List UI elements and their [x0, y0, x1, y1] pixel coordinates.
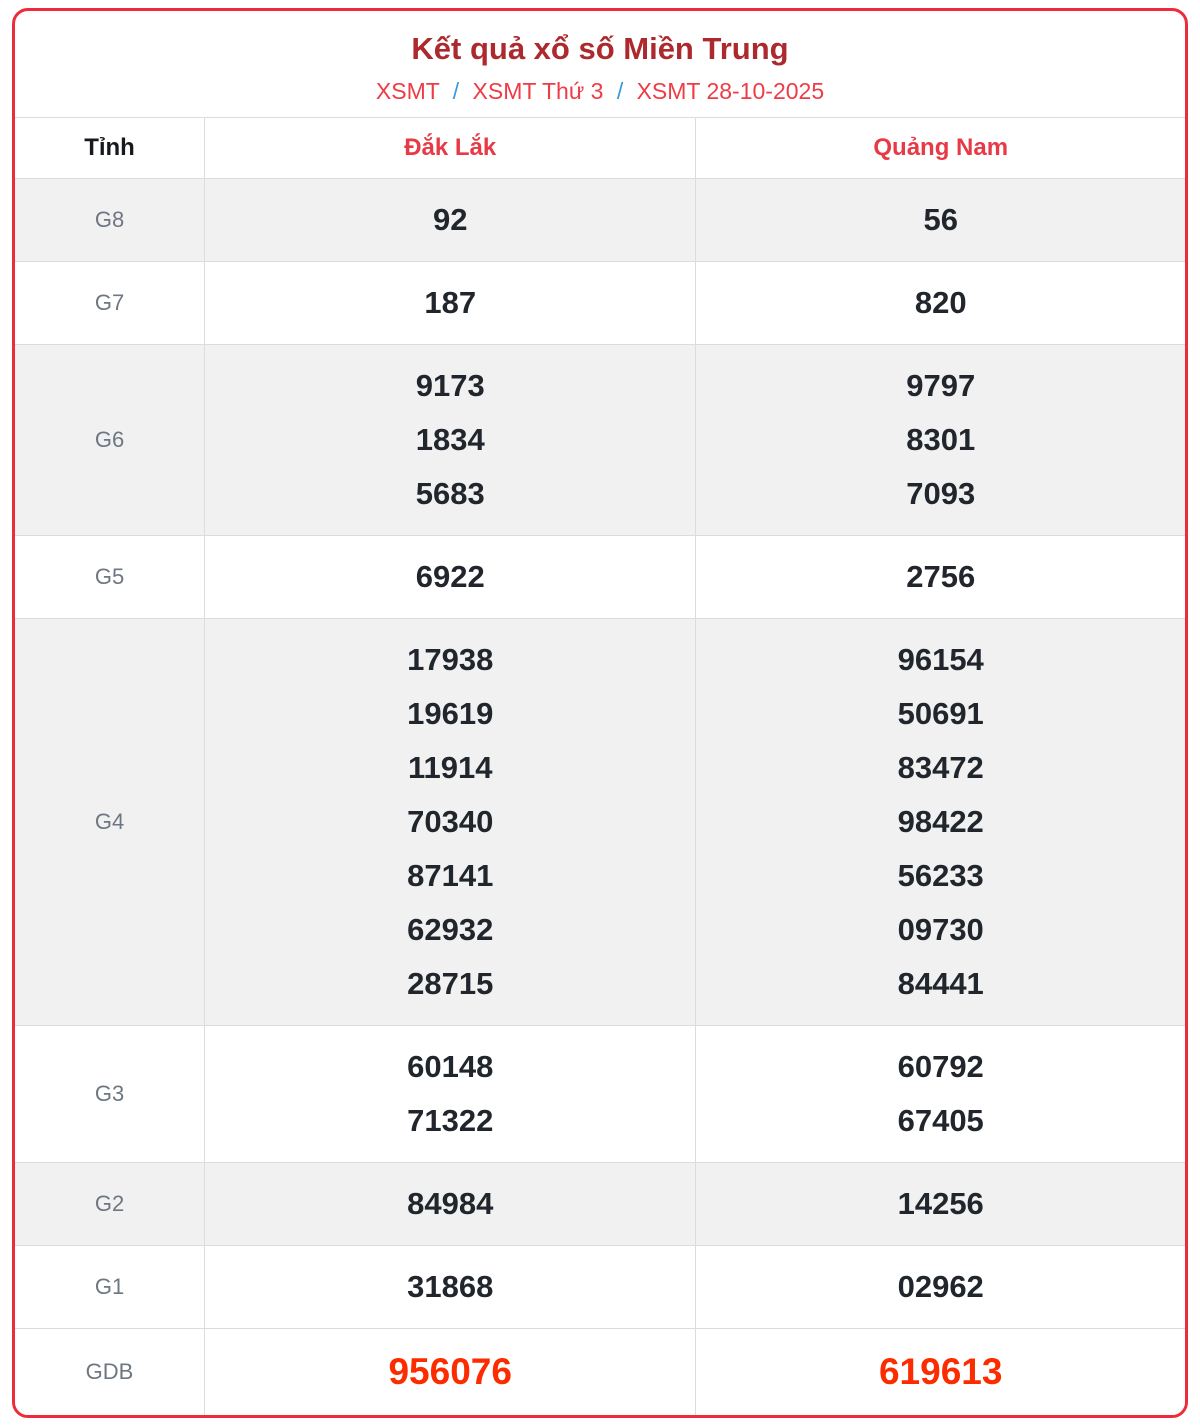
prize-number: 8301	[906, 421, 976, 457]
column-header-province: Tỉnh	[15, 118, 206, 179]
breadcrumb: XSMT / XSMT Thứ 3 / XSMT 28-10-2025	[25, 77, 1175, 105]
prize-numbers-cell: 96154 50691 83472 98422 56233 09730 84441	[695, 617, 1185, 1026]
prize-numbers-cell: 619613	[695, 1327, 1185, 1415]
card-header: Kết quả xổ số Miền Trung XSMT / XSMT Thứ…	[15, 11, 1185, 118]
results-table-body: G8 92 56 G7 187 820 G6 9173 1834 5683 9797 8301 7093…	[15, 177, 1185, 1415]
prize-number: 9797	[906, 367, 976, 403]
prize-number: 67405	[897, 1102, 984, 1138]
prize-numbers-cell: 60792 67405	[695, 1024, 1185, 1163]
page-title: Kết quả xổ số Miền Trung	[411, 31, 789, 66]
prize-label: G5	[15, 534, 206, 619]
prize-number: 31868	[407, 1268, 494, 1304]
prize-number: 820	[914, 284, 967, 320]
prize-number: 60148	[407, 1048, 494, 1084]
prize-numbers-cell: 17938 19619 11914 70340 87141 62932 28715	[204, 617, 697, 1026]
prize-number: 02962	[897, 1268, 984, 1304]
prize-number: 56233	[897, 857, 984, 893]
prize-number: 1834	[415, 421, 485, 457]
prize-number: 2756	[906, 558, 976, 594]
breadcrumb-separator: /	[616, 78, 624, 104]
prize-number: 70340	[407, 803, 494, 839]
prize-label: GDB	[15, 1327, 206, 1415]
table-header-row: Tỉnh Đắk Lắk Quảng Nam	[15, 118, 1185, 179]
prize-row-g8: G8 92 56	[15, 177, 1185, 262]
prize-number: 14256	[897, 1185, 984, 1221]
prize-row-gdb: GDB 956076 619613	[15, 1327, 1185, 1415]
prize-numbers-cell: 56	[695, 177, 1185, 262]
prize-number: 84441	[897, 965, 984, 1001]
lottery-results-card: Kết quả xổ số Miền Trung XSMT / XSMT Thứ…	[12, 8, 1188, 1418]
prize-row-g3: G3 60148 71322 60792 67405	[15, 1024, 1185, 1163]
prize-number: 19619	[407, 695, 494, 731]
prize-number: 56	[923, 201, 958, 237]
prize-number: 98422	[897, 803, 984, 839]
prize-number: 83472	[897, 749, 984, 785]
prize-numbers-cell: 6922	[204, 534, 697, 619]
prize-number: 84984	[407, 1185, 494, 1221]
prize-label: G6	[15, 343, 206, 536]
prize-number: 87141	[407, 857, 494, 893]
prize-row-g1: G1 31868 02962	[15, 1244, 1185, 1329]
prize-number: 619613	[878, 1350, 1003, 1392]
prize-number: 28715	[407, 965, 494, 1001]
column-header-quang-nam[interactable]: Quảng Nam	[695, 118, 1185, 179]
prize-numbers-cell: 956076	[204, 1327, 697, 1415]
prize-row-g6: G6 9173 1834 5683 9797 8301 7093	[15, 343, 1185, 536]
prize-number: 50691	[897, 695, 984, 731]
prize-number: 6922	[415, 558, 485, 594]
prize-number: 9173	[415, 367, 485, 403]
prize-numbers-cell: 820	[695, 260, 1185, 345]
breadcrumb-separator: /	[452, 78, 460, 104]
prize-numbers-cell: 31868	[204, 1244, 697, 1329]
prize-row-g2: G2 84984 14256	[15, 1161, 1185, 1246]
prize-row-g7: G7 187 820	[15, 260, 1185, 345]
column-header-dak-lak[interactable]: Đắk Lắk	[204, 118, 697, 179]
prize-numbers-cell: 60148 71322	[204, 1024, 697, 1163]
prize-number: 17938	[407, 641, 494, 677]
prize-number: 60792	[897, 1048, 984, 1084]
prize-number: 71322	[407, 1102, 494, 1138]
prize-row-g5: G5 6922 2756	[15, 534, 1185, 619]
prize-numbers-cell: 2756	[695, 534, 1185, 619]
prize-numbers-cell: 84984	[204, 1161, 697, 1246]
prize-label: G7	[15, 260, 206, 345]
results-table: Tỉnh Đắk Lắk Quảng Nam G8 92 56 G7 187 820 G6 9…	[15, 118, 1185, 1415]
prize-numbers-cell: 92	[204, 177, 697, 262]
breadcrumb-link-xsmt[interactable]: XSMT	[375, 78, 440, 104]
prize-label: G2	[15, 1161, 206, 1246]
prize-number: 7093	[906, 475, 976, 511]
prize-label: G1	[15, 1244, 206, 1329]
prize-number: 96154	[897, 641, 984, 677]
prize-numbers-cell: 02962	[695, 1244, 1185, 1329]
prize-number: 956076	[388, 1350, 512, 1392]
prize-numbers-cell: 14256	[695, 1161, 1185, 1246]
prize-numbers-cell: 9797 8301 7093	[695, 343, 1185, 536]
prize-number: 187	[424, 284, 477, 320]
prize-row-g4: G4 17938 19619 11914 70340 87141 62932 28715 961…	[15, 617, 1185, 1026]
prize-label: G8	[15, 177, 206, 262]
prize-label: G3	[15, 1024, 206, 1163]
prize-label: G4	[15, 617, 206, 1026]
prize-numbers-cell: 9173 1834 5683	[204, 343, 697, 536]
prize-number: 09730	[897, 911, 984, 947]
prize-number: 92	[432, 201, 468, 237]
prize-number: 5683	[415, 475, 485, 511]
breadcrumb-link-xsmt-date[interactable]: XSMT 28-10-2025	[636, 78, 825, 104]
breadcrumb-link-xsmt-weekday[interactable]: XSMT Thứ 3	[472, 78, 604, 104]
prize-number: 11914	[407, 749, 493, 785]
prize-numbers-cell: 187	[204, 260, 697, 345]
prize-number: 62932	[407, 911, 494, 947]
